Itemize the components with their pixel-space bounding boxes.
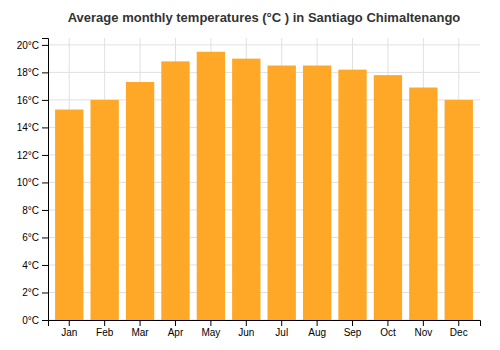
tick-mark <box>42 100 48 101</box>
tick: Dec <box>450 320 468 338</box>
tick-label: 6°C <box>22 232 39 243</box>
tick-mark <box>42 127 48 128</box>
tick: 20°C <box>17 40 48 51</box>
axis-line <box>42 39 49 321</box>
bar <box>232 59 260 320</box>
tick: Jul <box>275 320 288 338</box>
tick-mark <box>42 292 48 293</box>
tick-mark <box>42 72 48 73</box>
tick: 10°C <box>17 177 48 188</box>
chart: 0°C 2°C 4°C 6°C 8°C 10°C 12°C 14°C 16°C 18°C 20°C J… <box>0 0 500 350</box>
tick-mark <box>42 237 48 238</box>
tick-label: Apr <box>168 327 184 338</box>
tick-mark <box>140 320 141 326</box>
tick-mark <box>104 320 105 326</box>
tick-label: Sep <box>344 327 362 338</box>
tick-label: 14°C <box>17 122 39 133</box>
tick: 16°C <box>17 95 48 106</box>
bars <box>55 52 473 320</box>
tick: Aug <box>308 320 326 338</box>
tick-label: 18°C <box>17 67 39 78</box>
axis-line <box>49 321 481 327</box>
tick-mark <box>42 320 48 321</box>
tick-label: Jan <box>61 327 77 338</box>
tick-mark <box>42 45 48 46</box>
tick: 12°C <box>17 150 48 161</box>
tick: 6°C <box>22 232 48 243</box>
tick: Oct <box>380 320 396 338</box>
tick-mark <box>423 320 424 326</box>
tick-label: Jul <box>275 327 288 338</box>
tick: 18°C <box>17 67 48 78</box>
tick-mark <box>42 210 48 211</box>
bar <box>197 52 225 320</box>
tick-label: 0°C <box>22 315 39 326</box>
tick: 0°C <box>22 315 48 326</box>
tick-label: May <box>201 327 220 338</box>
plot-area: 0°C 2°C 4°C 6°C 8°C 10°C 12°C 14°C 16°C 18°C 20°C J… <box>17 38 481 338</box>
tick-mark <box>387 320 388 326</box>
x-axis: Jan Feb Mar Apr May Jun Jul Aug Sep Oct Nov Dec <box>49 320 481 338</box>
tick-label: Oct <box>380 327 396 338</box>
tick: Sep <box>344 320 362 338</box>
tick-mark <box>246 320 247 326</box>
bar <box>161 61 189 320</box>
tick: Feb <box>96 320 114 338</box>
tick-mark <box>458 320 459 326</box>
bar <box>55 110 83 320</box>
tick: Jun <box>238 320 254 338</box>
tick: Nov <box>414 320 432 338</box>
bar <box>90 100 118 320</box>
tick-mark <box>69 320 70 326</box>
tick-mark <box>352 320 353 326</box>
bar <box>374 75 402 320</box>
tick-mark <box>42 155 48 156</box>
tick-mark <box>281 320 282 326</box>
tick: May <box>201 320 220 338</box>
tick-label: 10°C <box>17 177 39 188</box>
tick-label: Nov <box>414 327 432 338</box>
tick-label: Aug <box>308 327 326 338</box>
bar <box>268 66 296 320</box>
tick: 4°C <box>22 260 48 271</box>
tick-label: 16°C <box>17 95 39 106</box>
tick: Jan <box>61 320 77 338</box>
bar <box>338 70 366 320</box>
tick-label: Jun <box>238 327 254 338</box>
tick-label: 4°C <box>22 260 39 271</box>
tick-label: Dec <box>450 327 468 338</box>
tick-label: 20°C <box>17 40 39 51</box>
grid-line <box>48 44 480 45</box>
bar <box>445 100 473 320</box>
tick: Apr <box>168 320 184 338</box>
grid <box>48 38 480 320</box>
tick-mark <box>42 265 48 266</box>
bar <box>126 82 154 320</box>
tick-mark <box>210 320 211 326</box>
tick-mark <box>317 320 318 326</box>
tick: 2°C <box>22 287 48 298</box>
bar <box>409 88 437 320</box>
tick-label: Mar <box>131 327 149 338</box>
tick-mark <box>42 182 48 183</box>
tick-label: 2°C <box>22 287 39 298</box>
tick-label: Feb <box>96 327 114 338</box>
y-axis: 0°C 2°C 4°C 6°C 8°C 10°C 12°C 14°C 16°C 18°C 20°C <box>17 39 49 326</box>
title: Average monthly temperatures (°C ) in Sa… <box>68 10 461 25</box>
tick: Mar <box>131 320 149 338</box>
tick-mark <box>175 320 176 326</box>
bar <box>303 66 331 320</box>
tick: 14°C <box>17 122 48 133</box>
tick-label: 12°C <box>17 150 39 161</box>
tick-label: 8°C <box>22 205 39 216</box>
grid-line <box>48 72 480 73</box>
tick: 8°C <box>22 205 48 216</box>
